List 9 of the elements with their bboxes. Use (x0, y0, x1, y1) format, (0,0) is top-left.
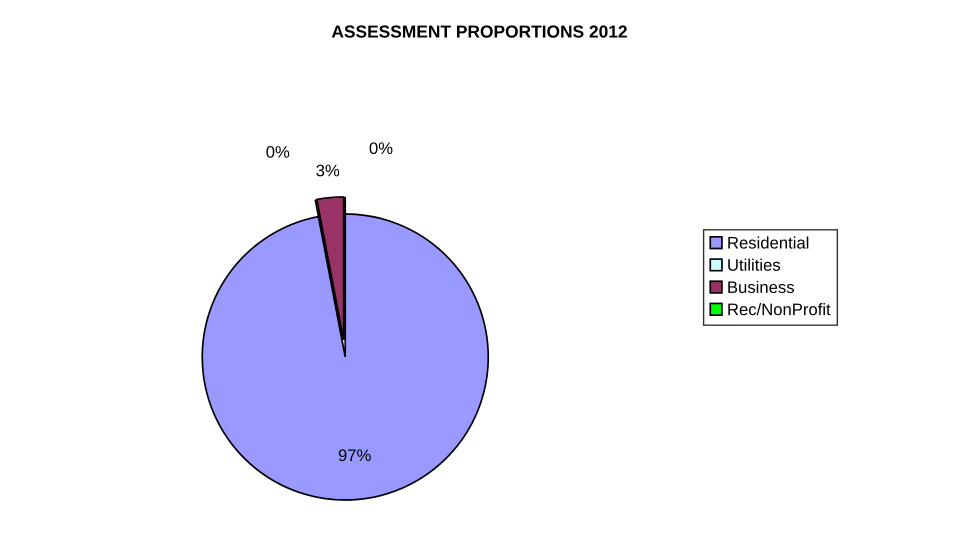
text: 0% (266, 146, 290, 158)
legend-label: Residential (728, 236, 808, 249)
legend-label: Rec/NonProfit (728, 303, 831, 316)
data-label: 97% (338, 449, 371, 462)
data-label: 3% (316, 164, 340, 176)
chart-title: ASSESSMENT PROPORTIONS 2012 (332, 25, 627, 38)
legend-label: Business (728, 280, 794, 294)
legend-label: Utilities (728, 258, 780, 271)
text: 0% (370, 142, 392, 154)
